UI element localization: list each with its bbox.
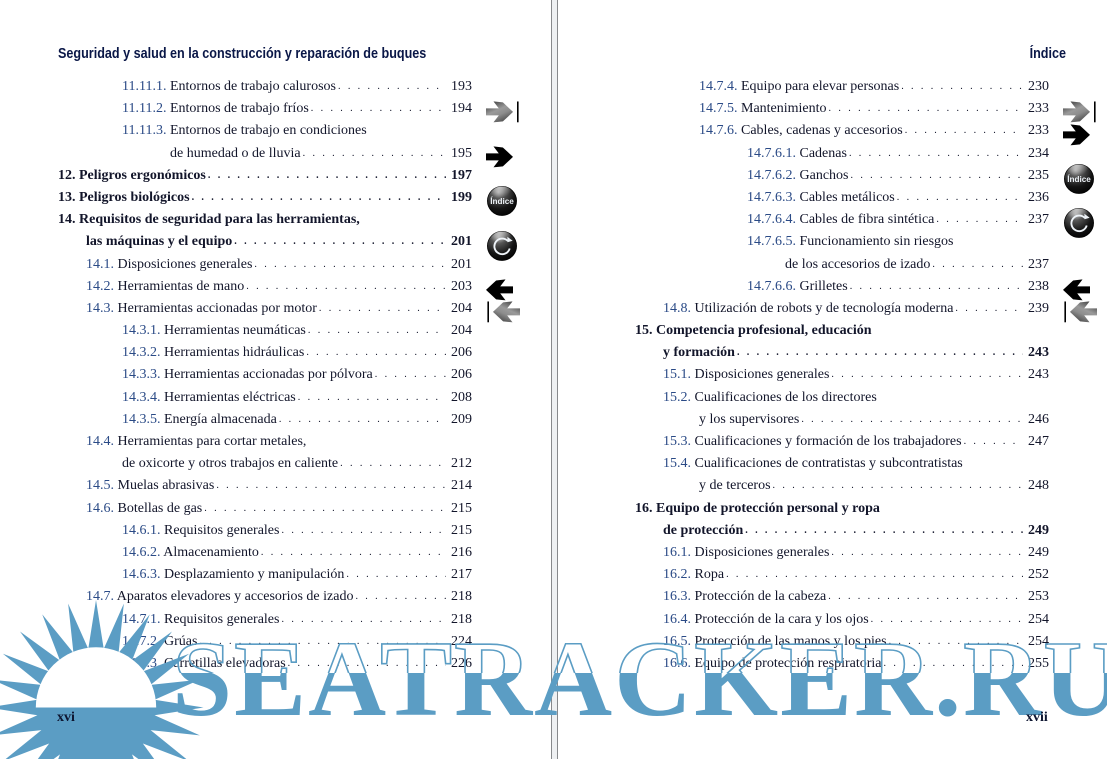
svg-text:Índice: Índice bbox=[1067, 173, 1091, 184]
svg-text:Índice: Índice bbox=[490, 195, 514, 206]
